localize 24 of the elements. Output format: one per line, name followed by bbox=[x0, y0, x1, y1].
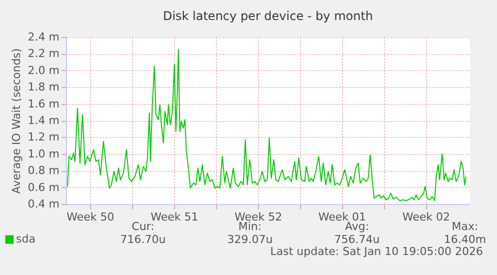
x-tick-label: Week 50 bbox=[66, 210, 114, 224]
y-tick-label: 1.6 m bbox=[28, 97, 60, 110]
legend-label: sda bbox=[16, 232, 36, 246]
text: 716.70u bbox=[120, 233, 166, 246]
text: Min: bbox=[238, 220, 262, 233]
text: 16.40m bbox=[444, 233, 486, 246]
y-tick-label: 0.8 m bbox=[28, 164, 60, 178]
y-axis-title: Average IO Wait (seconds) bbox=[10, 48, 23, 194]
y-tick-label: 0.6 m bbox=[28, 180, 60, 194]
y-tick-label: 1.2 m bbox=[28, 130, 60, 144]
y-tick-label: 2.4 m bbox=[28, 30, 60, 44]
chart-title: Disk latency per device - by month bbox=[162, 9, 374, 23]
line-series bbox=[67, 49, 467, 202]
y-tick-label: 1.0 m bbox=[28, 147, 60, 160]
text: Max: bbox=[452, 220, 478, 233]
y-tick-label: 1.4 m bbox=[28, 114, 60, 127]
y-tick-label: 2.2 m bbox=[28, 47, 60, 60]
y-tick-label: 0.4 m bbox=[28, 198, 60, 210]
x-tick-label: Week 02 bbox=[402, 210, 450, 224]
y-tick-label: 1.8 m bbox=[28, 80, 60, 94]
y-tick-label: 2.0 m bbox=[28, 64, 60, 77]
text: 756.74u bbox=[334, 233, 380, 246]
text: 329.07u bbox=[227, 233, 273, 246]
text: Last update: Sat Jan 10 19:05:00 2026 bbox=[270, 245, 483, 258]
